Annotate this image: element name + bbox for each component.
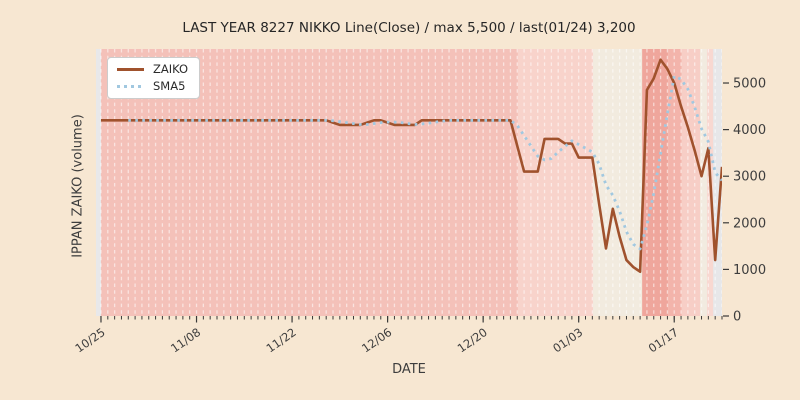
legend-item-zaiko: ZAIKO (117, 62, 189, 76)
chart-title: LAST YEAR 8227 NIKKO Line(Close) / max 5… (182, 20, 636, 36)
legend-label: SMA5 (153, 78, 186, 93)
dotted-line-icon (117, 84, 144, 88)
background-band (713, 49, 722, 316)
y-tick-label: 1000 (733, 263, 766, 278)
solid-line-icon (117, 68, 144, 72)
y-tick-label: 2000 (733, 216, 766, 231)
background-band (668, 49, 682, 316)
sma5-line (128, 74, 722, 251)
y-tick-label: 4000 (733, 123, 766, 138)
legend: ZAIKO SMA5 (107, 57, 201, 99)
x-tick-label: 12/06 (359, 325, 394, 355)
legend-item-sma5: SMA5 (117, 78, 188, 93)
background-band (593, 49, 643, 316)
legend-label: ZAIKO (153, 62, 189, 76)
x-tick-label: 01/17 (646, 325, 681, 355)
y-tick-label: 3000 (733, 170, 766, 185)
x-tick-label: 10/25 (73, 325, 108, 355)
background-band (681, 49, 701, 316)
x-tick-label: 11/08 (168, 325, 203, 355)
y-axis-label: IPPAN ZAIKO (volume) (70, 114, 86, 258)
x-tick-label: 12/20 (455, 325, 490, 355)
background-band (700, 49, 707, 316)
background-band (517, 49, 594, 316)
x-tick-label: 01/03 (550, 325, 585, 355)
x-tick-label: 11/22 (264, 325, 299, 355)
x-axis-label: DATE (392, 362, 426, 377)
background-band (96, 49, 101, 316)
plot-area (96, 49, 722, 316)
zaiko-line (100, 58, 722, 274)
y-tick-label: 5000 (733, 77, 766, 92)
y-tick-label: 0 (733, 310, 741, 325)
